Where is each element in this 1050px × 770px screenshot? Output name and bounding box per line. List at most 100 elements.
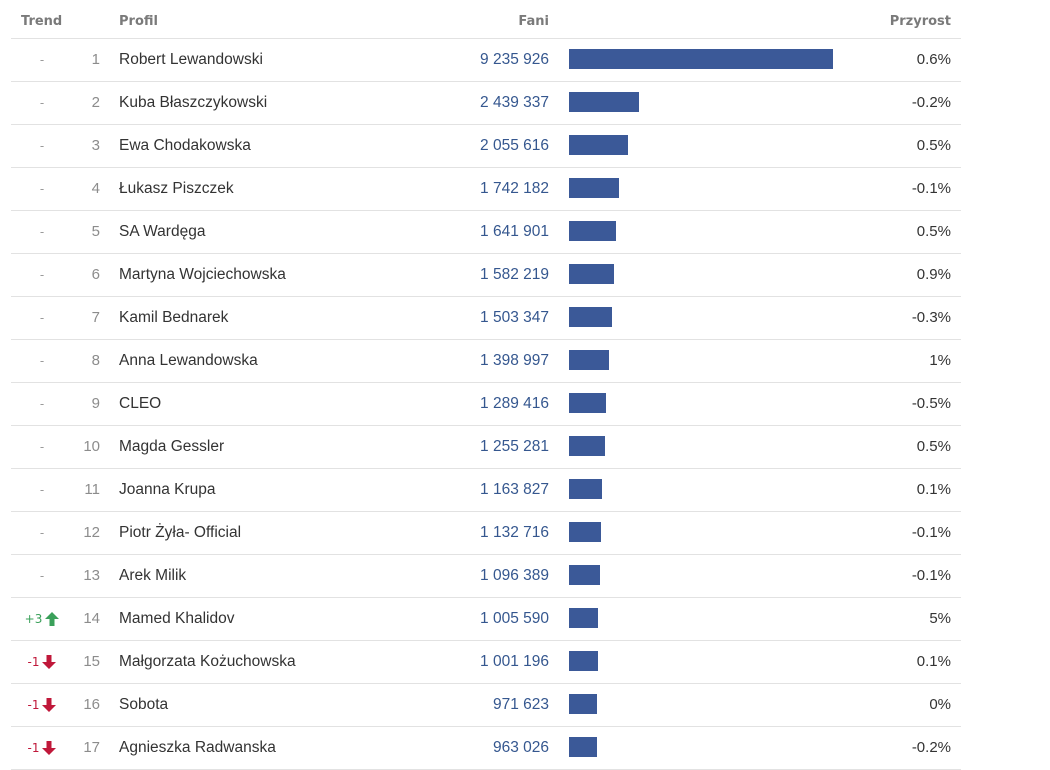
rank-number: 9 <box>91 395 100 412</box>
profile-name-link[interactable]: Mamed Khalidov <box>119 610 235 627</box>
fans-bar <box>569 651 598 671</box>
table-row[interactable]: - 8 Anna Lewandowska 1 398 997 1% <box>11 340 961 383</box>
rank-number: 5 <box>91 223 100 240</box>
profile-name-link[interactable]: CLEO <box>119 395 162 412</box>
profile-name-link[interactable]: Agnieszka Radwanska <box>119 739 276 756</box>
trend-change: - <box>39 182 45 196</box>
fan-ranking-table: Trend Profil Fani Przyrost -1 Robert Lewa… <box>11 0 961 770</box>
table-row[interactable]: -1 16 Sobota 971 623 0% <box>11 684 961 727</box>
profile-name-link[interactable]: SA Wardęga <box>119 223 206 240</box>
fans-bar <box>569 737 597 757</box>
trend-change: - <box>39 440 45 454</box>
fans-count: 971 623 <box>492 696 549 713</box>
table-row[interactable]: -1 15 Małgorzata Kożuchowska 1 001 196 0.1% <box>11 641 961 684</box>
fans-count: 9 235 926 <box>480 51 549 68</box>
profile-name-link[interactable]: Martyna Wojciechowska <box>119 266 286 283</box>
rank-number: 3 <box>91 137 100 154</box>
profile-name-link[interactable]: Małgorzata Kożuchowska <box>119 653 296 670</box>
rank-number: 4 <box>91 180 100 197</box>
trend-change: - <box>39 311 45 325</box>
table-row[interactable]: - 6 Martyna Wojciechowska 1 582 219 0.9% <box>11 254 961 297</box>
fans-count: 1 742 182 <box>480 180 549 197</box>
rank-number: 11 <box>84 481 100 498</box>
table-row[interactable]: - 4 Łukasz Piszczek 1 742 182 -0.1% <box>11 168 961 211</box>
table-row[interactable]: - 3 Ewa Chodakowska 2 055 616 0.5% <box>11 125 961 168</box>
growth-value: 0.5% <box>916 438 951 455</box>
trend-cell: -1 <box>11 684 73 726</box>
table-row[interactable]: - 10 Magda Gessler 1 255 281 0.5% <box>11 426 961 469</box>
trend-cell: - <box>11 254 73 296</box>
rank-number: 2 <box>91 94 100 111</box>
rank-number: 12 <box>83 524 100 541</box>
rank-number: 10 <box>83 438 100 455</box>
fans-count: 1 132 716 <box>480 524 549 541</box>
fans-bar <box>569 608 598 628</box>
profile-name-link[interactable]: Kuba Błaszczykowski <box>119 94 268 111</box>
profile-name-link[interactable]: Ewa Chodakowska <box>119 137 251 154</box>
growth-value: -0.1% <box>911 567 951 584</box>
trend-change: -1 <box>27 698 40 712</box>
trend-cell: - <box>11 383 73 425</box>
rank-number: 7 <box>91 309 100 326</box>
table-row[interactable]: - 12 Piotr Żyła- Official 1 132 716 -0.1% <box>11 512 961 555</box>
profile-name-link[interactable]: Kamil Bednarek <box>119 309 229 326</box>
rank-number: 1 <box>91 51 100 68</box>
table-row[interactable]: - 13 Arek Milik 1 096 389 -0.1% <box>11 555 961 598</box>
fans-column-header[interactable]: Fani <box>518 14 549 29</box>
growth-value: 0.6% <box>916 51 951 68</box>
rank-number: 14 <box>83 610 100 627</box>
table-row[interactable]: - 2 Kuba Błaszczykowski 2 439 337 -0.2% <box>11 82 961 125</box>
trend-cell: -1 <box>11 641 73 683</box>
table-row[interactable]: - 5 SA Wardęga 1 641 901 0.5% <box>11 211 961 254</box>
trend-column-header[interactable]: Trend <box>21 14 63 29</box>
trend-change: - <box>39 53 45 67</box>
fans-bar <box>569 264 614 284</box>
profile-name-link[interactable]: Arek Milik <box>119 567 187 584</box>
profile-name-link[interactable]: Łukasz Piszczek <box>119 180 234 197</box>
trend-cell: - <box>11 469 73 511</box>
trend-cell: - <box>11 512 73 554</box>
trend-change: - <box>39 268 45 282</box>
fans-count: 1 641 901 <box>480 223 549 240</box>
trend-change: - <box>39 96 45 110</box>
fans-count: 2 439 337 <box>480 94 549 111</box>
profile-name-link[interactable]: Robert Lewandowski <box>119 51 263 68</box>
fans-bar <box>569 135 628 155</box>
profile-column-header[interactable]: Profil <box>119 14 158 29</box>
fans-count: 1 001 196 <box>480 653 549 670</box>
trend-change: - <box>39 483 45 497</box>
fans-count: 1 289 416 <box>480 395 549 412</box>
profile-name-link[interactable]: Joanna Krupa <box>119 481 216 498</box>
trend-change: - <box>39 526 45 540</box>
growth-column-header[interactable]: Przyrost <box>889 14 951 29</box>
table-row[interactable]: - 11 Joanna Krupa 1 163 827 0.1% <box>11 469 961 512</box>
profile-name-link[interactable]: Sobota <box>119 696 169 713</box>
rank-number: 8 <box>91 352 100 369</box>
profile-name-link[interactable]: Anna Lewandowska <box>119 352 258 369</box>
trend-cell: - <box>11 125 73 167</box>
trend-cell: +3 <box>11 598 73 640</box>
table-row[interactable]: +3 14 Mamed Khalidov 1 005 590 5% <box>11 598 961 641</box>
table-row[interactable]: - 7 Kamil Bednarek 1 503 347 -0.3% <box>11 297 961 340</box>
growth-value: 0.5% <box>916 223 951 240</box>
trend-change: - <box>39 569 45 583</box>
trend-cell: - <box>11 340 73 382</box>
table-row[interactable]: -1 17 Agnieszka Radwanska 963 026 -0.2% <box>11 727 961 770</box>
trend-cell: - <box>11 211 73 253</box>
fans-count: 1 255 281 <box>480 438 549 455</box>
arrow-down-icon <box>42 740 57 755</box>
trend-cell: - <box>11 426 73 468</box>
table-row[interactable]: - 1 Robert Lewandowski 9 235 926 0.6% <box>11 39 961 82</box>
fans-bar <box>569 178 619 198</box>
fans-count: 1 398 997 <box>480 352 549 369</box>
fans-bar <box>569 479 602 499</box>
profile-name-link[interactable]: Piotr Żyła- Official <box>119 524 242 541</box>
fans-bar <box>569 221 616 241</box>
fans-count: 963 026 <box>492 739 549 756</box>
table-row[interactable]: - 9 CLEO 1 289 416 -0.5% <box>11 383 961 426</box>
trend-cell: - <box>11 39 73 81</box>
fans-count: 1 582 219 <box>480 266 549 283</box>
growth-value: 0% <box>929 696 951 713</box>
profile-name-link[interactable]: Magda Gessler <box>119 438 225 455</box>
fans-count: 1 005 590 <box>480 610 549 627</box>
